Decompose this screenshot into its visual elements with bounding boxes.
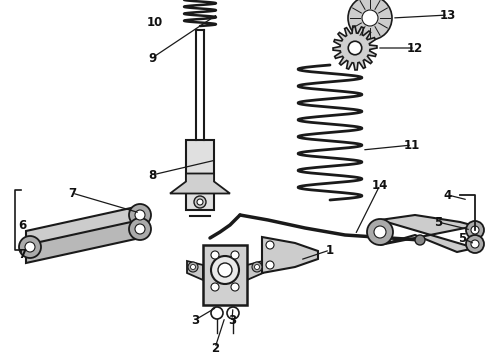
Bar: [186, 140, 214, 210]
Circle shape: [191, 265, 196, 270]
Polygon shape: [380, 215, 475, 252]
Text: 5: 5: [434, 216, 442, 229]
Text: 11: 11: [404, 139, 420, 152]
Polygon shape: [26, 206, 140, 249]
Circle shape: [194, 196, 206, 208]
Circle shape: [19, 236, 41, 258]
Polygon shape: [262, 237, 318, 273]
Circle shape: [197, 199, 203, 205]
Text: 7: 7: [18, 248, 26, 261]
Circle shape: [231, 251, 239, 259]
Text: 10: 10: [147, 15, 163, 28]
Circle shape: [211, 256, 239, 284]
Circle shape: [367, 219, 393, 245]
Polygon shape: [247, 261, 263, 280]
Circle shape: [211, 307, 223, 319]
Text: 1: 1: [326, 243, 334, 256]
Circle shape: [211, 251, 219, 259]
Circle shape: [25, 242, 35, 252]
Text: 3: 3: [228, 314, 236, 327]
Circle shape: [218, 263, 232, 277]
Text: 8: 8: [148, 168, 156, 181]
Circle shape: [129, 204, 151, 226]
Circle shape: [188, 262, 198, 272]
Text: 7: 7: [68, 186, 76, 199]
Circle shape: [227, 307, 239, 319]
Circle shape: [415, 235, 425, 245]
Circle shape: [135, 210, 145, 220]
Circle shape: [266, 261, 274, 269]
Polygon shape: [170, 174, 230, 194]
Text: 9: 9: [148, 51, 156, 64]
Circle shape: [348, 0, 392, 40]
Text: 3: 3: [191, 314, 199, 327]
Text: 2: 2: [211, 342, 219, 355]
Circle shape: [348, 41, 362, 55]
Circle shape: [266, 241, 274, 249]
Circle shape: [374, 226, 386, 238]
Circle shape: [471, 226, 479, 234]
Circle shape: [254, 265, 260, 270]
Circle shape: [135, 224, 145, 234]
Circle shape: [362, 10, 378, 26]
Text: 12: 12: [407, 41, 423, 54]
Circle shape: [231, 283, 239, 291]
Text: 6: 6: [18, 219, 26, 231]
Circle shape: [211, 283, 219, 291]
Circle shape: [252, 262, 262, 272]
Text: 4: 4: [444, 189, 452, 202]
Circle shape: [466, 235, 484, 253]
Bar: [203, 245, 247, 305]
Polygon shape: [333, 26, 377, 70]
Circle shape: [471, 240, 479, 248]
Polygon shape: [26, 220, 140, 263]
Text: 14: 14: [372, 179, 388, 192]
Polygon shape: [187, 261, 203, 280]
Circle shape: [129, 218, 151, 240]
Text: 13: 13: [440, 9, 456, 22]
Text: 5: 5: [458, 231, 466, 244]
Circle shape: [466, 221, 484, 239]
